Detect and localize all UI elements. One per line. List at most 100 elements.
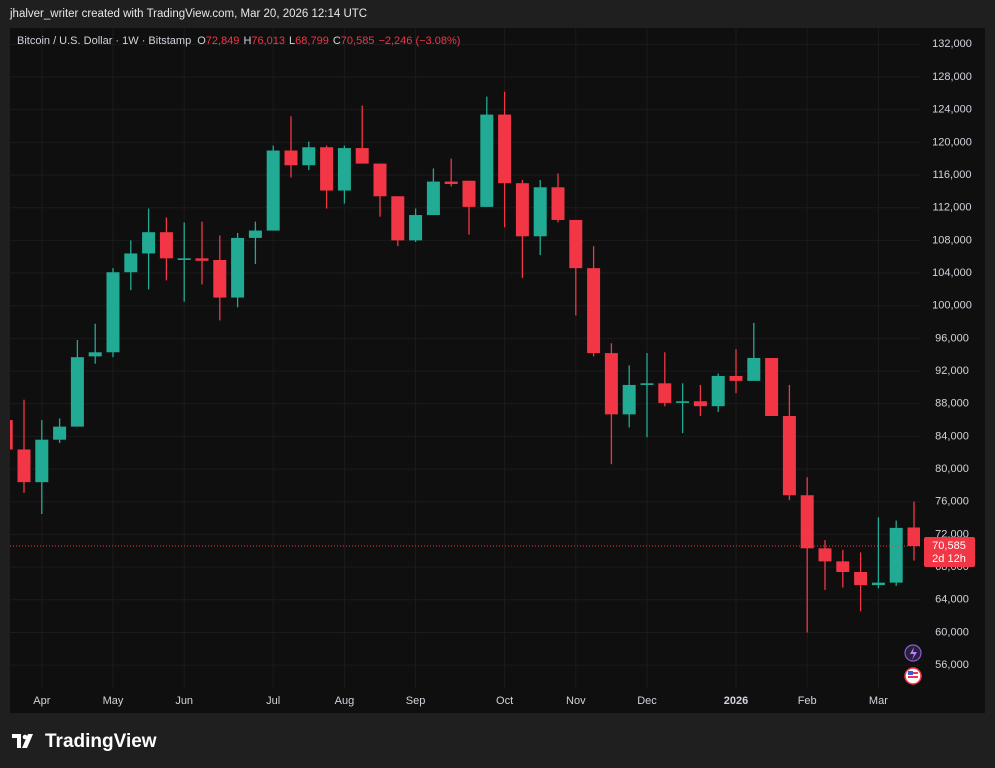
brand: TradingView — [45, 731, 157, 752]
candle-body — [70, 357, 84, 427]
ohlc-key: O — [197, 35, 206, 47]
ohlc-key: C — [333, 35, 341, 47]
candle-body — [622, 384, 636, 415]
candle-body — [409, 215, 423, 241]
ohlc-key: L — [289, 35, 295, 47]
candle-body — [800, 495, 814, 549]
x-tick-label: Apr — [33, 695, 50, 707]
chart-panel — [10, 28, 985, 713]
candle-body — [177, 258, 191, 260]
candle-body — [676, 401, 690, 403]
y-tick-label: 104,000 — [932, 267, 972, 279]
y-tick-label: 60,000 — [935, 626, 969, 638]
candle-body — [426, 181, 440, 216]
candle-body — [284, 150, 298, 166]
candle-body — [533, 187, 547, 237]
candle-body — [587, 268, 601, 354]
price-tag-label: 70,585 — [932, 540, 966, 552]
y-tick-label: 76,000 — [935, 496, 969, 508]
x-tick-label: Dec — [637, 695, 657, 707]
x-tick-label: Nov — [566, 695, 586, 707]
symbol-info: Bitcoin / U.S. Dollar · 1W · Bitstamp — [17, 35, 191, 47]
candle-body — [729, 375, 743, 381]
candle-body — [551, 187, 565, 220]
candle-body — [35, 439, 49, 483]
candle-body — [106, 272, 120, 353]
candle-body — [373, 163, 387, 197]
y-tick-label: 124,000 — [932, 104, 972, 116]
candle-body — [711, 375, 725, 407]
y-tick-label: 88,000 — [935, 398, 969, 410]
countdown: 2d 12h — [932, 553, 966, 565]
price-tag — [924, 536, 975, 567]
candle-body — [462, 180, 476, 207]
candle-body — [10, 420, 13, 450]
x-tick-label: Aug — [335, 695, 355, 707]
candle-body — [248, 230, 262, 238]
candle-body — [498, 114, 512, 184]
x-tick-label: Oct — [496, 695, 513, 707]
y-tick-label: 128,000 — [932, 71, 972, 83]
candle-body — [213, 259, 227, 298]
candle-body — [302, 147, 316, 166]
candle-body — [693, 401, 707, 407]
candle-body — [391, 196, 405, 241]
candle-body — [320, 147, 334, 191]
candle-body — [604, 353, 618, 415]
ohlc-value: 70,585 — [341, 35, 375, 47]
ohlc-value: 68,799 — [295, 35, 329, 47]
candle-body — [195, 258, 209, 261]
candle-body — [480, 114, 494, 207]
brand-logo — [12, 734, 33, 748]
x-tick-label: Jul — [266, 695, 280, 707]
y-tick-label: 108,000 — [932, 234, 972, 246]
y-tick-label: 92,000 — [935, 365, 969, 377]
y-tick-label: 112,000 — [933, 202, 972, 214]
x-tick-label: May — [103, 695, 124, 707]
credit: jhalver_writer created with TradingView.… — [9, 8, 367, 20]
ohlc-value: 72,849 — [206, 35, 240, 47]
y-tick-label: 132,000 — [932, 38, 972, 50]
candle-body — [231, 237, 245, 298]
candle-body — [640, 383, 654, 385]
ohlc-key: H — [243, 35, 251, 47]
candle-body — [836, 561, 850, 573]
candle-body — [907, 527, 920, 546]
candle-body — [765, 358, 779, 416]
ohlc-value: 76,013 — [251, 35, 285, 47]
candle-body — [854, 572, 868, 586]
x-tick-label: Sep — [406, 695, 426, 707]
x-tick-label: Mar — [869, 695, 888, 707]
y-tick-label: 100,000 — [932, 300, 972, 312]
y-tick-label: 80,000 — [935, 463, 969, 475]
chart-icons — [904, 644, 922, 685]
candle-body — [266, 150, 280, 231]
x-tick-label: Jun — [175, 695, 193, 707]
change: −2,246 (−3.08%) — [378, 35, 460, 47]
candle-body — [871, 582, 885, 586]
y-tick-label: 116,000 — [933, 169, 972, 181]
candle-body — [658, 383, 672, 403]
x-tick-label: 2026 — [724, 695, 748, 707]
candle-body — [747, 358, 761, 381]
y-tick-label: 84,000 — [935, 430, 969, 442]
candle-body — [337, 148, 351, 191]
candle-body — [53, 426, 67, 440]
x-tick-label: Feb — [798, 695, 817, 707]
candle-body — [444, 181, 458, 185]
y-tick-label: 56,000 — [935, 659, 969, 671]
candle-body — [515, 183, 529, 237]
candle-body — [889, 527, 903, 583]
y-tick-label: 96,000 — [935, 332, 969, 344]
candle-body — [17, 449, 31, 483]
candle-body — [88, 352, 102, 357]
candle-body — [818, 548, 832, 562]
y-tick-label: 120,000 — [932, 136, 972, 148]
candle-body — [159, 232, 173, 259]
candle-body — [124, 253, 138, 273]
candle-body — [569, 219, 583, 269]
y-tick-label: 64,000 — [935, 594, 969, 606]
candle-body — [782, 415, 796, 496]
